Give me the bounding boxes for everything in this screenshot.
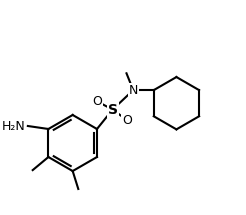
Text: O: O <box>92 95 102 108</box>
Text: H₂N: H₂N <box>2 120 26 132</box>
Text: N: N <box>128 84 138 97</box>
Text: O: O <box>122 114 132 126</box>
Text: S: S <box>108 103 118 117</box>
